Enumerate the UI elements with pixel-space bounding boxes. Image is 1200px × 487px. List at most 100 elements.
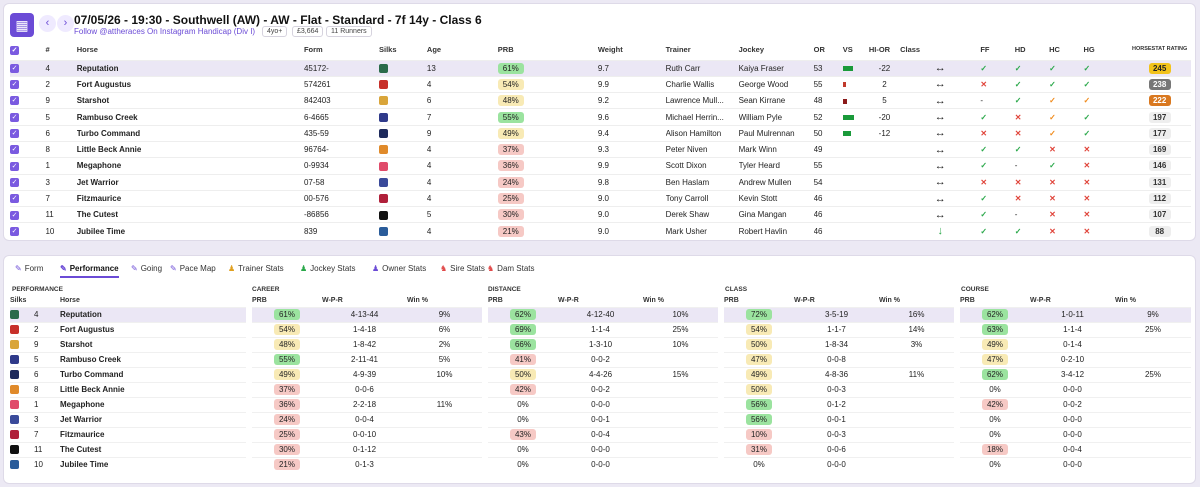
perf-horse[interactable]: Rambuso Creek	[60, 351, 246, 367]
perf-horse[interactable]: Megaphone	[60, 396, 246, 412]
runner-trainer[interactable]: Lawrence Mull...	[665, 92, 739, 109]
runner-horse[interactable]: Turbo Command	[76, 124, 304, 142]
runner-row[interactable]: ✓ 2 Fort Augustus 574261 4 54% 9.9 Charlie Wall…	[10, 75, 1191, 93]
runner-horse[interactable]: Megaphone	[76, 157, 304, 175]
runner-trainer[interactable]: Charlie Wallis	[665, 75, 739, 93]
runner-jockey[interactable]: Kevin Stott	[738, 189, 814, 207]
runner-jockey[interactable]: William Pyle	[738, 108, 814, 126]
runner-jockey[interactable]: Robert Havlin	[738, 222, 814, 240]
runner-horse[interactable]: Fitzmaurice	[76, 189, 304, 207]
distance-prb-badge: 41%	[510, 354, 536, 365]
runner-jockey[interactable]: Kaiya Fraser	[738, 59, 814, 77]
runner-jockey[interactable]: Sean Kirrane	[738, 92, 814, 109]
runner-trainer[interactable]: Tony Carroll	[665, 189, 739, 207]
select-all-checkbox[interactable]: ✓	[10, 45, 19, 55]
col-class[interactable]: Class	[900, 45, 921, 55]
runner-horse[interactable]: Jet Warrior	[76, 173, 304, 191]
perf-horse[interactable]: Little Beck Annie	[60, 381, 246, 397]
runner-checkbox[interactable]: ✓	[10, 112, 19, 122]
runner-trainer[interactable]: Peter Niven	[665, 140, 739, 158]
tab-pace-map[interactable]: ✎ Pace Map	[170, 264, 216, 273]
runner-horse[interactable]: The Cutest	[76, 206, 304, 223]
perf-horse[interactable]: Reputation	[60, 306, 246, 322]
runner-checkbox[interactable]: ✓	[10, 177, 19, 187]
col-vs[interactable]: VS	[842, 45, 853, 55]
col-jockey[interactable]: Jockey	[738, 45, 764, 55]
runner-horse[interactable]: Jubilee Time	[76, 222, 304, 240]
runner-trainer[interactable]: Ruth Carr	[665, 59, 739, 77]
runner-row[interactable]: ✓ 6 Turbo Command 435-59 9 49% 9.4 Alison Hamil…	[10, 124, 1191, 142]
runner-checkbox[interactable]: ✓	[10, 80, 19, 90]
runner-jockey[interactable]: Mark Winn	[738, 140, 814, 158]
runner-checkbox[interactable]: ✓	[10, 63, 19, 73]
runner-jockey[interactable]: Paul Mulrennan	[738, 124, 814, 142]
col-form[interactable]: Form	[303, 45, 323, 55]
col-age[interactable]: Age	[426, 45, 442, 55]
runner-row[interactable]: ✓ 11 The Cutest -86856 5 30% 9.0 Derek Shaw Gina…	[10, 206, 1191, 223]
runner-checkbox[interactable]: ✓	[10, 194, 19, 204]
runner-checkbox[interactable]: ✓	[10, 161, 19, 171]
col-horsestat-rating[interactable]: HORSESTAT RATING	[1132, 46, 1188, 53]
col-hg[interactable]: HG	[1083, 45, 1095, 55]
perf-horse[interactable]: The Cutest	[60, 441, 246, 457]
perf-horse[interactable]: Fort Augustus	[60, 321, 246, 337]
runner-horse[interactable]: Reputation	[76, 59, 304, 77]
runner-row[interactable]: ✓ 9 Starshot 842403 6 48% 9.2 Lawrence Mull... S…	[10, 92, 1191, 109]
runner-row[interactable]: ✓ 3 Jet Warrior 07-58 4 24% 9.8 Ben Haslam Andre…	[10, 173, 1191, 191]
runner-weight: 9.9	[597, 75, 666, 93]
perf-horse[interactable]: Turbo Command	[60, 366, 246, 382]
runner-row[interactable]: ✓ 1 Megaphone 0-9934 4 36% 9.9 Scott Dixon Tyler…	[10, 157, 1191, 175]
runner-trainer[interactable]: Derek Shaw	[665, 206, 739, 223]
runner-jockey[interactable]: Tyler Heard	[738, 157, 814, 175]
runner-row[interactable]: ✓ 4 Reputation 45172- 13 61% 9.7 Ruth Carr Kaiya…	[10, 59, 1191, 77]
perf-horse[interactable]: Jet Warrior	[60, 411, 246, 427]
runner-jockey[interactable]: Gina Mangan	[738, 206, 814, 223]
tab-dam-stats[interactable]: ♞ Dam Stats	[487, 264, 535, 273]
col-hior[interactable]: HI-OR	[868, 45, 891, 55]
runner-trainer[interactable]: Mark Usher	[665, 222, 739, 240]
tab-owner-stats[interactable]: ♟ Owner Stats	[372, 264, 426, 273]
col-num[interactable]: #	[45, 45, 50, 55]
runner-jockey[interactable]: Andrew Mullen	[738, 173, 814, 191]
next-race-button[interactable]: ›	[57, 15, 74, 32]
tab-sire-stats[interactable]: ♞ Sire Stats	[440, 264, 485, 273]
runner-horse[interactable]: Rambuso Creek	[76, 108, 304, 126]
col-weight[interactable]: Weight	[597, 45, 623, 55]
perf-silks-cell	[10, 351, 34, 367]
tab-jockey-stats[interactable]: ♟ Jockey Stats	[300, 264, 356, 273]
calendar-icon[interactable]: ▦	[10, 13, 34, 37]
runner-horse[interactable]: Little Beck Annie	[76, 140, 304, 158]
tab-form[interactable]: ✎ Form	[15, 264, 43, 273]
runner-row[interactable]: ✓ 7 Fitzmaurice 00-576 4 25% 9.0 Tony Carroll Ke…	[10, 189, 1191, 207]
runner-checkbox[interactable]: ✓	[10, 227, 19, 237]
runner-trainer[interactable]: Ben Haslam	[665, 173, 739, 191]
col-hc[interactable]: HC	[1049, 45, 1060, 55]
perf-horse[interactable]: Starshot	[60, 336, 246, 352]
col-horse[interactable]: Horse	[76, 45, 98, 55]
runner-trainer[interactable]: Scott Dixon	[665, 157, 739, 175]
col-hd[interactable]: HD	[1014, 45, 1026, 55]
perf-horse[interactable]: Jubilee Time	[60, 456, 246, 472]
tab-going[interactable]: ✎ Going	[131, 264, 162, 273]
tab-performance[interactable]: ✎ Performance	[60, 264, 119, 278]
col-silks[interactable]: Silks	[378, 45, 397, 55]
runner-horse[interactable]: Fort Augustus	[76, 75, 304, 93]
runner-checkbox[interactable]: ✓	[10, 145, 19, 155]
runner-row[interactable]: ✓ 8 Little Beck Annie 96764- 4 37% 9.3 Peter Ni…	[10, 140, 1191, 158]
runner-row[interactable]: ✓ 10 Jubilee Time 839 4 21% 9.0 Mark Usher Rober…	[10, 222, 1191, 240]
runner-checkbox[interactable]: ✓	[10, 210, 19, 220]
runner-jockey[interactable]: George Wood	[738, 75, 814, 93]
prev-race-button[interactable]: ‹	[39, 15, 56, 32]
col-or[interactable]: OR	[813, 45, 825, 55]
col-prb[interactable]: PRB	[497, 45, 514, 55]
runner-checkbox[interactable]: ✓	[10, 129, 19, 139]
col-ff[interactable]: FF	[980, 45, 990, 55]
tab-trainer-stats[interactable]: ♟ Trainer Stats	[228, 264, 284, 273]
runner-checkbox[interactable]: ✓	[10, 96, 19, 106]
runner-horse[interactable]: Starshot	[76, 92, 304, 109]
perf-horse[interactable]: Fitzmaurice	[60, 426, 246, 442]
runner-trainer[interactable]: Michael Herrin...	[665, 108, 739, 126]
col-trainer[interactable]: Trainer	[665, 45, 691, 55]
runner-trainer[interactable]: Alison Hamilton	[665, 124, 739, 142]
runner-row[interactable]: ✓ 5 Rambuso Creek 6-4665 7 55% 9.6 Michael Herr…	[10, 108, 1191, 126]
